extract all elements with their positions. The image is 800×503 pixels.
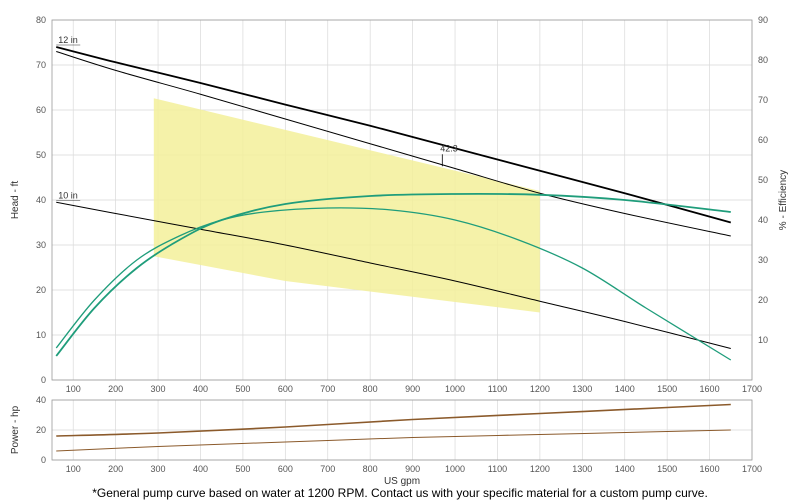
xtick: 700 <box>320 464 335 474</box>
y-axis-head-label: Head - ft <box>10 181 21 220</box>
xtick: 600 <box>278 464 293 474</box>
xtick-upper: 1500 <box>657 384 677 394</box>
xtick: 400 <box>193 464 208 474</box>
xtick-upper: 500 <box>235 384 250 394</box>
xtick-upper: 900 <box>405 384 420 394</box>
xtick: 100 <box>66 464 81 474</box>
ytick-head: 80 <box>36 15 46 25</box>
xtick-upper: 1700 <box>742 384 762 394</box>
xtick-upper: 1200 <box>530 384 550 394</box>
ytick-eff: 20 <box>758 295 768 305</box>
y-axis-eff-label: % - Efficiency <box>778 170 789 230</box>
ytick-head: 20 <box>36 285 46 295</box>
xtick-upper: 1400 <box>615 384 635 394</box>
pump-curve-chart: 12 in 10 in 42.3 0 10 20 30 40 50 60 70 80 10 20 30 40 5… <box>0 0 800 503</box>
xtick-upper: 800 <box>363 384 378 394</box>
xtick: 200 <box>108 464 123 474</box>
xtick-upper: 1300 <box>572 384 592 394</box>
xtick-upper: 1100 <box>488 384 507 394</box>
xtick-upper: 700 <box>320 384 335 394</box>
ytick-eff: 40 <box>758 215 768 225</box>
chart-caption: *General pump curve based on water at 12… <box>92 486 708 500</box>
ytick-head: 0 <box>41 375 46 385</box>
xtick-upper: 1000 <box>445 384 465 394</box>
xtick: 1200 <box>530 464 550 474</box>
xtick: 500 <box>235 464 250 474</box>
xtick: 1400 <box>615 464 635 474</box>
ytick-head: 50 <box>36 150 46 160</box>
xtick: 800 <box>363 464 378 474</box>
xtick: 1100 <box>488 464 507 474</box>
ytick-eff: 90 <box>758 15 768 25</box>
xtick-upper: 1600 <box>700 384 720 394</box>
y-axis-power-label: Power - hp <box>10 405 21 454</box>
xtick-upper: 600 <box>278 384 293 394</box>
ytick-head: 60 <box>36 105 46 115</box>
ytick-head: 40 <box>36 195 46 205</box>
ytick-head: 10 <box>36 330 46 340</box>
ytick-power: 20 <box>36 425 46 435</box>
ytick-eff: 70 <box>758 95 768 105</box>
ytick-eff: 50 <box>758 175 768 185</box>
label-12in: 12 in <box>58 35 78 45</box>
ytick-eff: 30 <box>758 255 768 265</box>
xtick-upper: 200 <box>108 384 123 394</box>
ytick-head: 30 <box>36 240 46 250</box>
xtick-upper: 100 <box>66 384 81 394</box>
xtick: 900 <box>405 464 420 474</box>
ytick-eff: 80 <box>758 55 768 65</box>
ytick-eff: 60 <box>758 135 768 145</box>
xtick: 1300 <box>572 464 592 474</box>
ytick-power: 40 <box>36 395 46 405</box>
xtick-upper: 300 <box>151 384 166 394</box>
xtick: 1700 <box>742 464 762 474</box>
xtick: 1600 <box>700 464 720 474</box>
ytick-power: 0 <box>41 455 46 465</box>
label-10in: 10 in <box>58 190 78 200</box>
ytick-head: 70 <box>36 60 46 70</box>
xtick: 1000 <box>445 464 465 474</box>
ytick-eff: 10 <box>758 335 768 345</box>
xtick: 300 <box>151 464 166 474</box>
xtick: 1500 <box>657 464 677 474</box>
xtick-upper: 400 <box>193 384 208 394</box>
annotation-42-3: 42.3 <box>440 143 458 153</box>
